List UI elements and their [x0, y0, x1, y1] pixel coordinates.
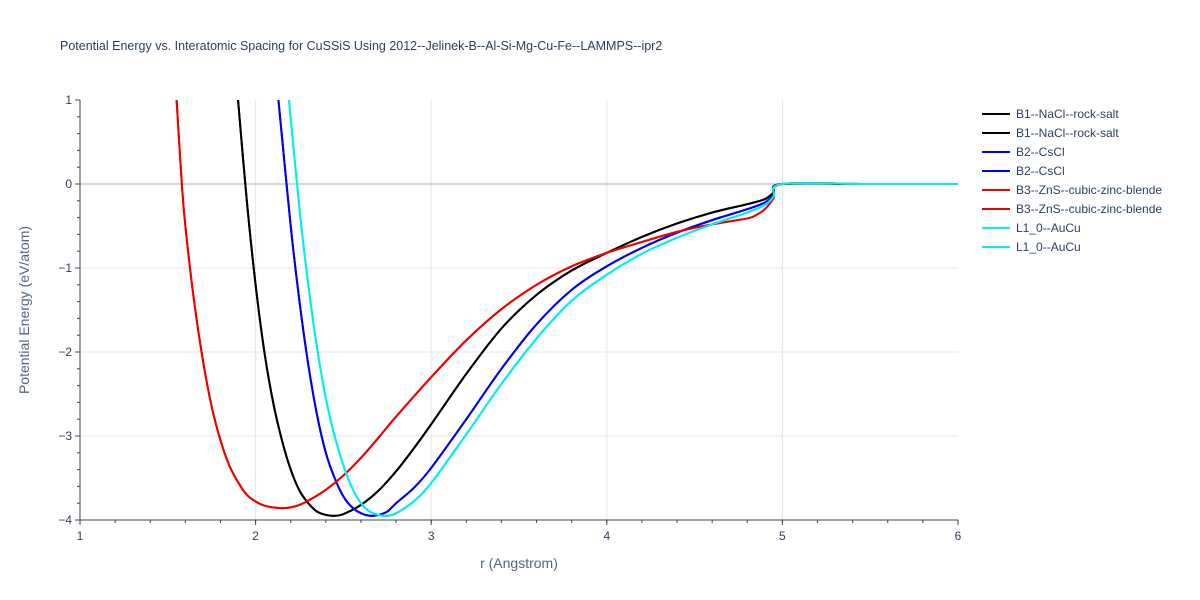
- legend-item[interactable]: L1_0--AuCu: [982, 221, 1081, 235]
- legend-label: L1_0--AuCu: [1016, 221, 1081, 235]
- y-tick-label: −4: [58, 513, 72, 527]
- x-axis-label: r (Angstrom): [480, 555, 558, 571]
- x-tick-label: 6: [955, 529, 962, 543]
- axes: 1 2 3 4 5 6 1 0 −1 −2 −3 −4: [58, 93, 961, 543]
- legend-label: B1--NaCl--rock-salt: [1016, 107, 1119, 121]
- x-tick-label: 5: [779, 529, 786, 543]
- x-tick-label: 3: [428, 529, 435, 543]
- legend-label: L1_0--AuCu: [1016, 240, 1081, 254]
- legend-item[interactable]: B2--CsCl: [982, 145, 1065, 159]
- series-line-5[interactable]: [175, 100, 958, 510]
- series-line-2[interactable]: [277, 100, 958, 517]
- x-tick-label: 2: [252, 529, 259, 543]
- legend-item[interactable]: B2--CsCl: [982, 164, 1065, 178]
- x-tick-label: 1: [77, 529, 84, 543]
- y-tick-label: −2: [58, 345, 72, 359]
- legend-label: B2--CsCl: [1016, 145, 1065, 159]
- series-line-0[interactable]: [237, 100, 958, 517]
- series-line-6[interactable]: [287, 100, 958, 517]
- legend-item[interactable]: B3--ZnS--cubic-zinc-blende: [982, 183, 1162, 197]
- x-tick-label: 4: [603, 529, 610, 543]
- legend[interactable]: B1--NaCl--rock-salt B1--NaCl--rock-salt B2…: [982, 107, 1162, 254]
- legend-label: B1--NaCl--rock-salt: [1016, 126, 1119, 140]
- legend-item[interactable]: L1_0--AuCu: [982, 240, 1081, 254]
- series-line-7[interactable]: [287, 100, 958, 517]
- y-tick-label: 1: [65, 93, 72, 107]
- y-tick-label: −3: [58, 429, 72, 443]
- legend-label: B3--ZnS--cubic-zinc-blende: [1016, 202, 1162, 216]
- legend-label: B3--ZnS--cubic-zinc-blende: [1016, 183, 1162, 197]
- legend-label: B2--CsCl: [1016, 164, 1065, 178]
- y-tick-label: 0: [65, 177, 72, 191]
- series-line-1[interactable]: [237, 100, 958, 517]
- legend-item[interactable]: B1--NaCl--rock-salt: [982, 107, 1119, 121]
- legend-item[interactable]: B1--NaCl--rock-salt: [982, 126, 1119, 140]
- series-line-3[interactable]: [277, 100, 958, 517]
- y-tick-label: −1: [58, 261, 72, 275]
- y-axis-label: Potential Energy (eV/atom): [16, 226, 32, 394]
- plot-area: [175, 100, 958, 517]
- legend-item[interactable]: B3--ZnS--cubic-zinc-blende: [982, 202, 1162, 216]
- chart-title: Potential Energy vs. Interatomic Spacing…: [60, 39, 662, 53]
- grid: [80, 100, 958, 520]
